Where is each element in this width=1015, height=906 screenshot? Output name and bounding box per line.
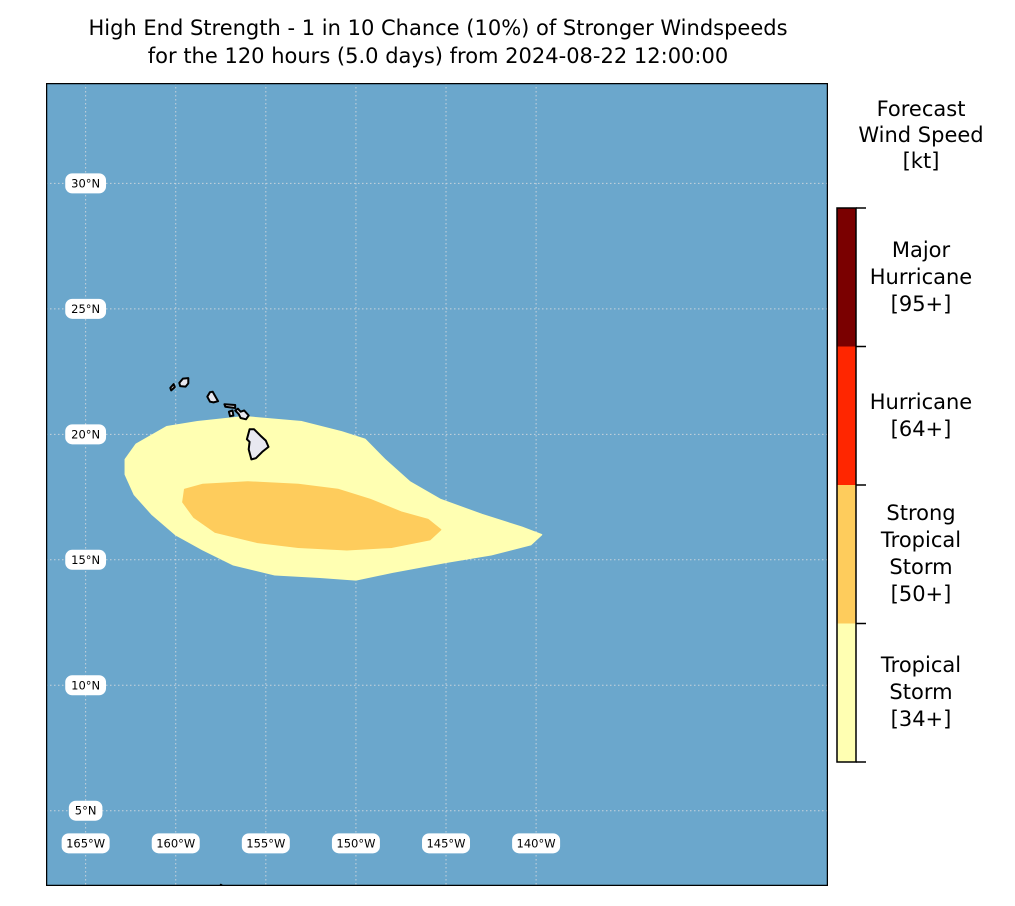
label-text: 140°W xyxy=(517,836,556,850)
lon-label: 150°W xyxy=(331,833,380,854)
lon-label: 140°W xyxy=(512,833,561,854)
lon-label: 165°W xyxy=(61,833,110,854)
label-box xyxy=(65,675,107,696)
colorbar-label-line: Storm xyxy=(889,555,953,580)
lat-label: 20°N xyxy=(65,424,107,445)
label-box xyxy=(241,833,290,854)
colorbar-label-line: Hurricane xyxy=(869,264,973,289)
graticule xyxy=(46,83,828,886)
label-box xyxy=(65,424,107,445)
lat-label: 10°N xyxy=(65,675,107,696)
colorbar-label-line: [95+] xyxy=(890,291,952,316)
islands xyxy=(169,377,270,886)
colorbar-label-line: Major xyxy=(891,237,951,262)
chart-title: High End Strength - 1 in 10 Chance (10%)… xyxy=(0,14,876,70)
label-text: 155°W xyxy=(246,836,285,850)
label-box xyxy=(68,800,103,821)
label-box xyxy=(61,833,110,854)
label-text: 25°N xyxy=(71,302,100,316)
lat-label: 25°N xyxy=(65,298,107,319)
colorbar-title: Forecast Wind Speed [kt] xyxy=(836,96,1006,174)
colorbar-title-line-1: Forecast xyxy=(876,97,966,121)
colorbar-ticks xyxy=(856,207,866,763)
label-text: 5°N xyxy=(75,804,97,818)
label-text: 145°W xyxy=(426,836,465,850)
label-text: 30°N xyxy=(71,176,100,190)
graticule-labels: 30°N 25°N 20°N 15°N 10°N 5°N 165°W 160°W 155°W 15… xyxy=(61,173,561,854)
label-box xyxy=(65,173,107,194)
colorbar-label: Tropical Storm [34+] xyxy=(860,652,982,733)
lon-label: 155°W xyxy=(241,833,290,854)
lon-label: 145°W xyxy=(422,833,471,854)
strong-tropical-storm-zone xyxy=(182,481,442,551)
colorbar-label-line: [64+] xyxy=(890,416,952,441)
label-box xyxy=(512,833,561,854)
map-panel: 30°N 25°N 20°N 15°N 10°N 5°N 165°W 160°W 155°W 15… xyxy=(46,83,828,886)
title-line-2: for the 120 hours (5.0 days) from 2024-0… xyxy=(147,44,729,68)
colorbar-segment xyxy=(837,346,856,485)
title-line-1: High End Strength - 1 in 10 Chance (10%)… xyxy=(88,16,788,40)
niihau-island xyxy=(169,383,176,392)
label-box xyxy=(65,298,107,319)
colorbar-segments xyxy=(837,208,856,762)
kauai-island xyxy=(178,377,190,388)
colorbar-label-line: [50+] xyxy=(890,582,952,607)
colorbar-label-line: Tropical xyxy=(880,528,962,553)
colorbar-segment xyxy=(837,208,856,347)
label-text: 10°N xyxy=(71,678,100,692)
colorbar-segment xyxy=(837,623,856,762)
colorbar-label-line: Strong xyxy=(886,501,956,526)
colorbar-label: Hurricane [64+] xyxy=(860,389,982,443)
lon-label: 160°W xyxy=(151,833,200,854)
big-island-hawaii xyxy=(245,428,270,461)
label-box xyxy=(422,833,471,854)
colorbar-title-line-3: [kt] xyxy=(902,149,940,173)
lat-label: 30°N xyxy=(65,173,107,194)
colorbar-label: Major Hurricane [95+] xyxy=(860,237,982,318)
lat-label: 15°N xyxy=(65,549,107,570)
label-box xyxy=(65,549,107,570)
lanai-island xyxy=(227,409,235,418)
label-text: 160°W xyxy=(156,836,195,850)
colorbar-label-line: Tropical xyxy=(880,653,962,678)
colorbar-label: Strong Tropical Storm [50+] xyxy=(860,500,982,608)
colorbar-title-line-2: Wind Speed xyxy=(858,123,984,147)
map-frame xyxy=(46,83,828,886)
colorbar-segment xyxy=(837,485,856,624)
colorbar xyxy=(836,207,866,763)
maui-island xyxy=(234,407,250,421)
wind-zones xyxy=(124,415,543,581)
label-text: 15°N xyxy=(71,553,100,567)
molokai-island xyxy=(223,403,237,409)
colorbar-label-line: [34+] xyxy=(890,707,952,732)
label-text: 20°N xyxy=(71,427,100,441)
lat-label: 5°N xyxy=(68,800,103,821)
colorbar-label-line: Hurricane xyxy=(869,389,973,414)
colorbar-label-line: Storm xyxy=(889,680,953,705)
label-box xyxy=(151,833,200,854)
label-box xyxy=(331,833,380,854)
label-text: 150°W xyxy=(336,836,375,850)
oahu-island xyxy=(206,390,220,404)
label-text: 165°W xyxy=(66,836,105,850)
